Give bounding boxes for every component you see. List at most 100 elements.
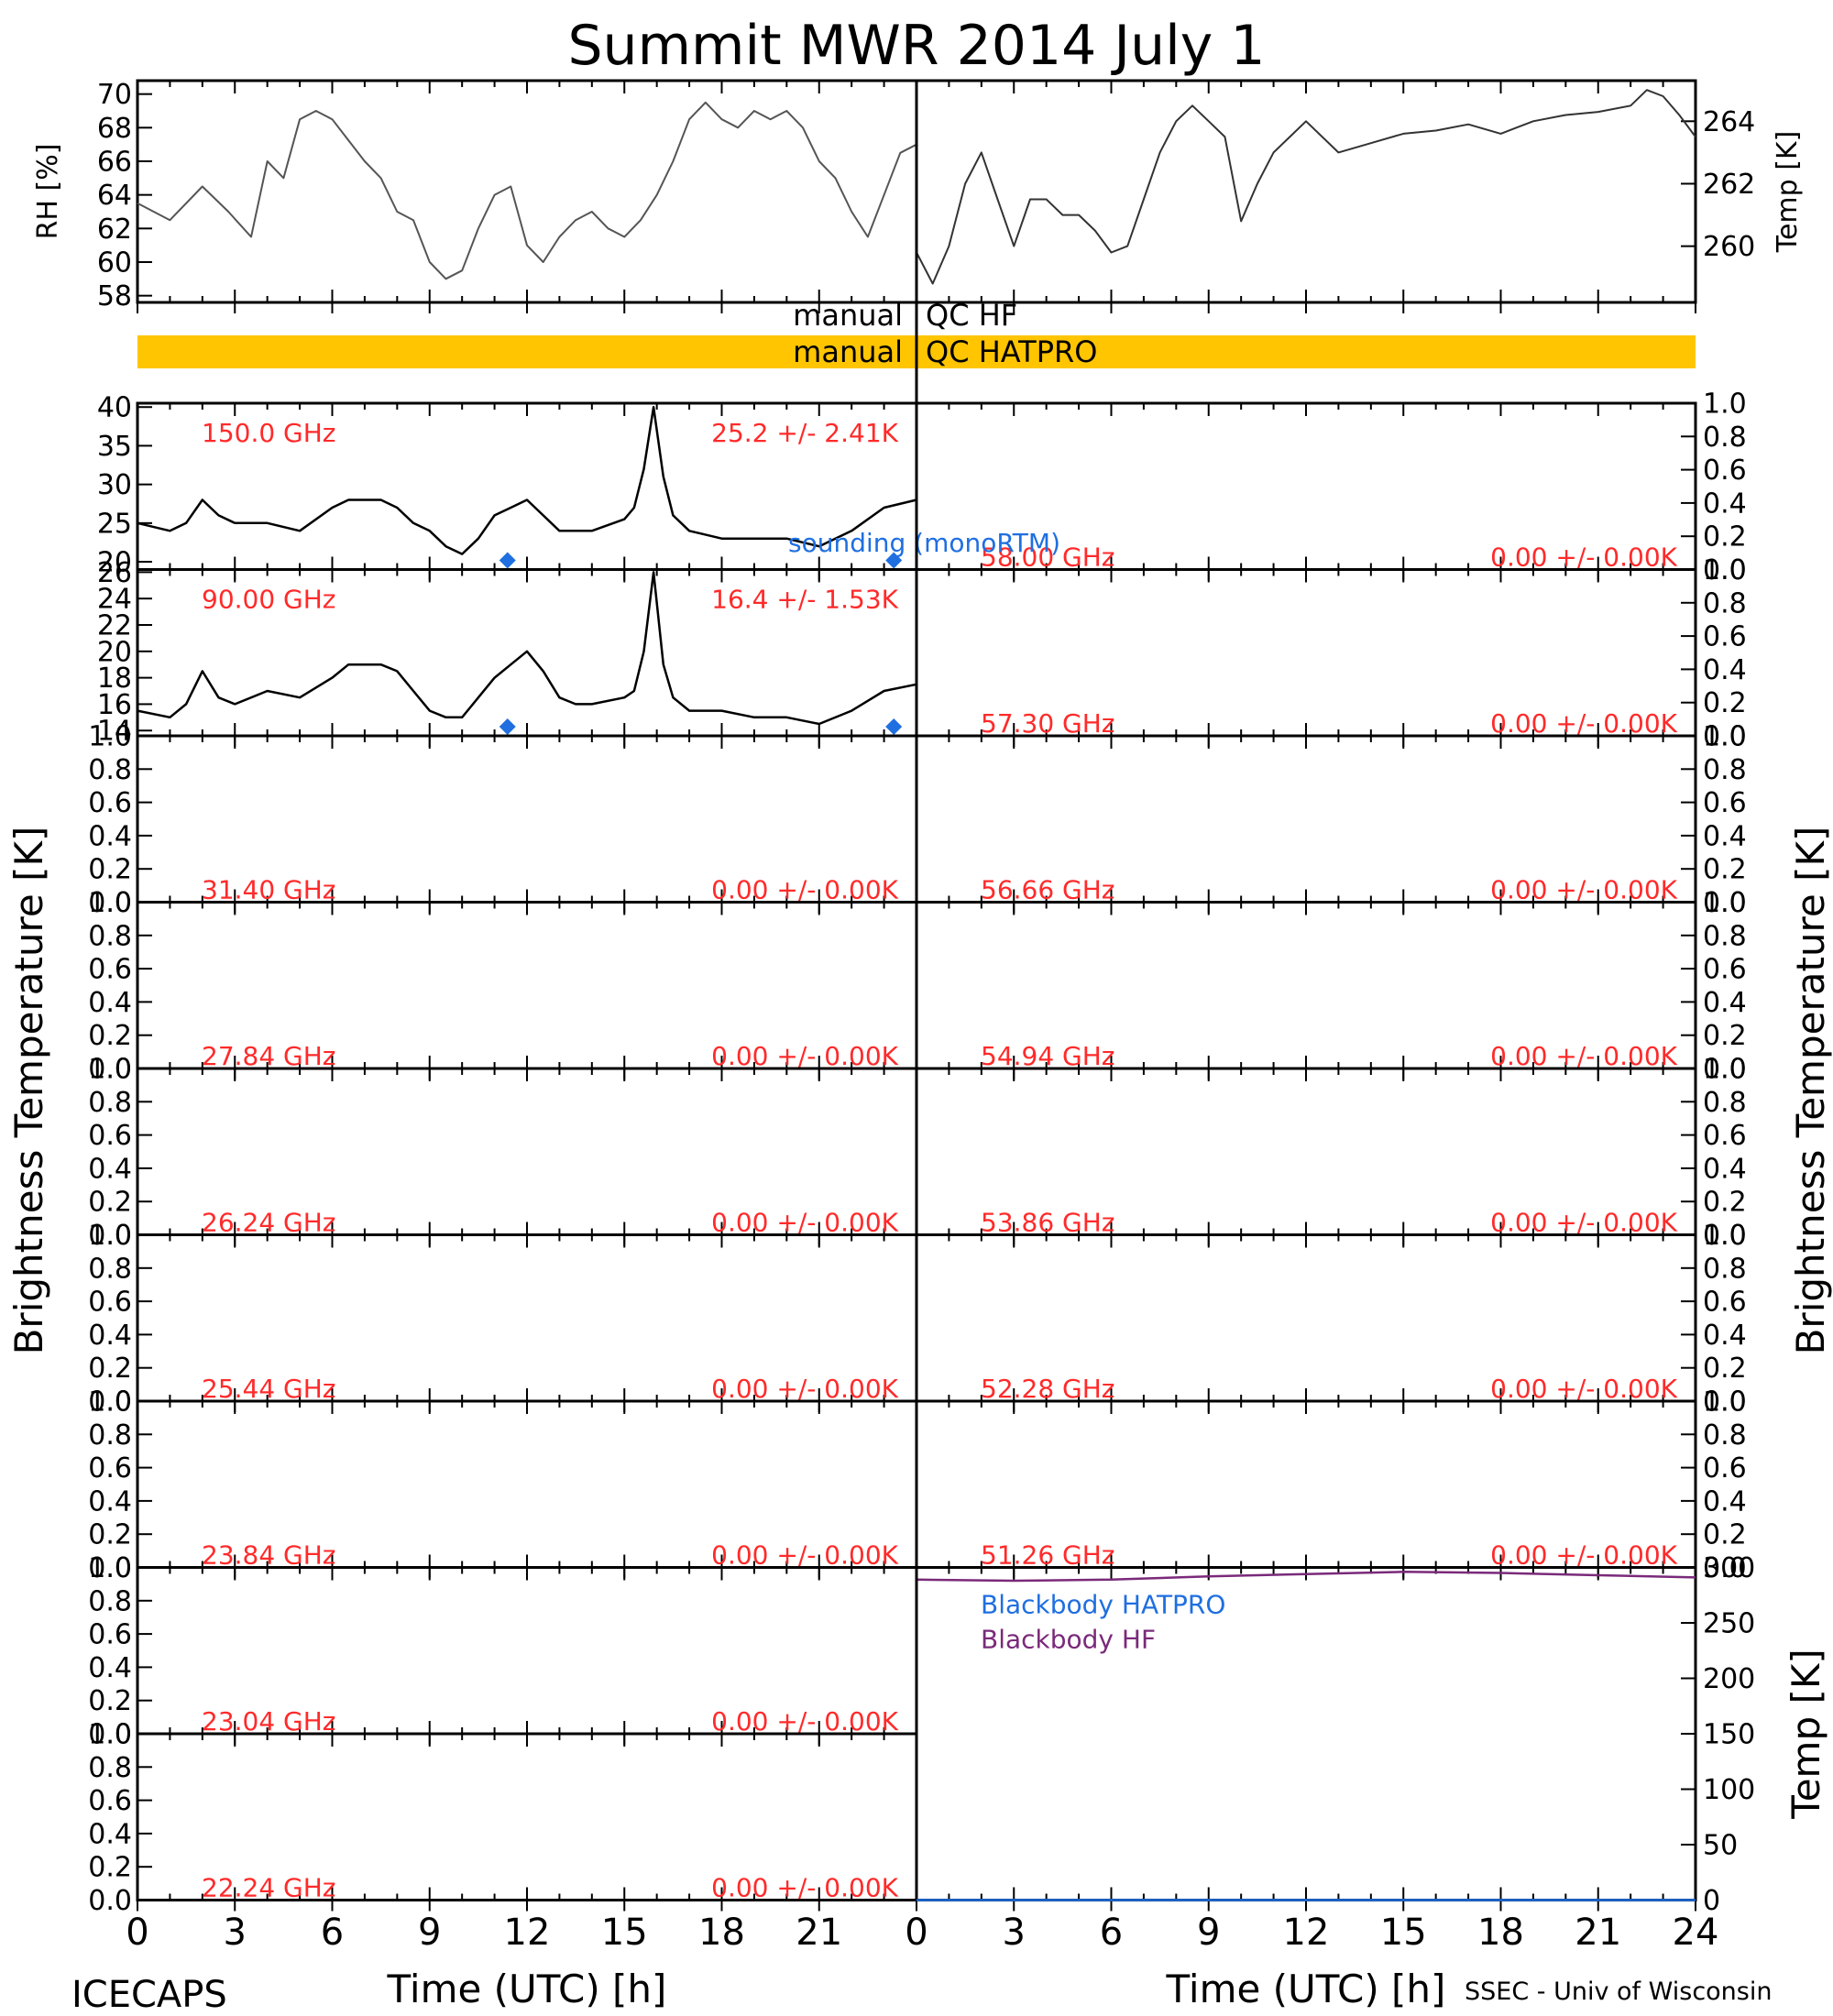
- panel-bt56-ytick-label: 0.8: [1703, 754, 1747, 786]
- panel-bt22-ytick-label: 0.4: [88, 1818, 132, 1850]
- blackbody-panel-ytick-label: 100: [1703, 1774, 1755, 1806]
- x-tick-label-right: 21: [1575, 1912, 1621, 1954]
- panel-bt23_04-ytick-label: 0.0: [88, 1719, 132, 1751]
- panel-bt58-freq-label: 58.00 GHz: [981, 542, 1115, 573]
- x-tick-label-left: 15: [601, 1912, 648, 1954]
- panel-bt52-ytick-label: 1.0: [1703, 1220, 1747, 1252]
- panel-bt25-freq-label: 25.44 GHz: [202, 1374, 336, 1404]
- panel-bt56-freq-label: 56.66 GHz: [981, 875, 1115, 905]
- qc-hatpro-manual: manual: [793, 334, 903, 369]
- panel-bt31-ytick-label: 1.0: [88, 721, 132, 753]
- x-tick-label-left: 12: [504, 1912, 551, 1954]
- panel-bt22-ytick-label: 0.0: [88, 1885, 132, 1917]
- panel-bt150-ytick-label: 40: [97, 392, 132, 424]
- panel-bt22-stat-label: 0.00 +/- 0.00K: [711, 1873, 898, 1903]
- panel-bt27-ytick-label: 0.6: [88, 954, 132, 986]
- panel-bt23_84-ytick-label: 1.0: [88, 1386, 132, 1419]
- xlabel-right: Time (UTC) [h]: [1166, 1967, 1446, 2011]
- panel-bt90-stat-label: 16.4 +/- 1.53K: [711, 585, 898, 615]
- panel-bt90-ytick-label: 22: [97, 610, 132, 642]
- panel-bt58-ytick-label: 0.4: [1703, 488, 1747, 520]
- temp-panel-ytick-label: 264: [1703, 106, 1755, 138]
- panel-bt23_84-ytick-label: 0.4: [88, 1485, 132, 1517]
- panel-bt23_84-stat-label: 0.00 +/- 0.00K: [711, 1540, 898, 1571]
- x-tick-label-left: 9: [418, 1912, 441, 1954]
- x-tick-label-left: 21: [796, 1912, 842, 1954]
- panel-bt23_04-ytick-label: 0.6: [88, 1619, 132, 1651]
- x-tick-label-left: 3: [224, 1912, 247, 1954]
- panel-bt90-series-line: [137, 571, 917, 726]
- panel-bt27-ytick-label: 0.8: [88, 920, 132, 952]
- panel-bt54-ytick-label: 0.8: [1703, 920, 1747, 952]
- panel-bt90-ytick-label: 18: [97, 663, 132, 695]
- panel-bt52-ytick-label: 0.8: [1703, 1253, 1747, 1285]
- panel-bt54-stat-label: 0.00 +/- 0.00K: [1490, 1041, 1677, 1071]
- panel-bt90-ytick-label: 16: [97, 689, 132, 721]
- panel-bt57-ytick-label: 0.8: [1703, 587, 1747, 619]
- panel-bt22-ytick-label: 0.2: [88, 1852, 132, 1884]
- panel-bt52-ytick-label: 0.6: [1703, 1287, 1747, 1319]
- x-tick-label-left: 6: [321, 1912, 344, 1954]
- panel-bt53-ytick-label: 0.8: [1703, 1087, 1747, 1119]
- panel-bt90-sounding-point: [499, 718, 516, 735]
- panel-bt51-ytick-label: 0.8: [1703, 1419, 1747, 1452]
- panel-bt23_04-ytick-label: 0.2: [88, 1685, 132, 1717]
- footer-ssec: SSEC - Univ of Wisconsin: [1465, 1978, 1772, 2006]
- panel-bt31-ytick-label: 0.4: [88, 820, 132, 852]
- panel-bt26-ytick-label: 0.2: [88, 1187, 132, 1219]
- panel-bt23_84-freq-label: 23.84 GHz: [202, 1540, 336, 1571]
- x-tick-label-left: 0: [126, 1912, 148, 1954]
- panel-bt23_04-freq-label: 23.04 GHz: [202, 1706, 336, 1737]
- panel-bt56-ytick-label: 0.6: [1703, 787, 1747, 819]
- panel-bt150-series-line: [137, 405, 917, 555]
- panel-bt51-ytick-label: 0.4: [1703, 1485, 1747, 1517]
- rh-panel-ytick-label: 62: [97, 214, 132, 246]
- x-tick-label-right: 3: [1003, 1912, 1026, 1954]
- panel-bt25-ytick-label: 1.0: [88, 1220, 132, 1252]
- panel-bt57-stat-label: 0.00 +/- 0.00K: [1490, 708, 1677, 739]
- blackbody-panel-ytick-label: 300: [1703, 1552, 1755, 1584]
- panel-bt31-stat-label: 0.00 +/- 0.00K: [711, 875, 898, 905]
- panel-bt25-stat-label: 0.00 +/- 0.00K: [711, 1374, 898, 1404]
- panel-bt31-ytick-label: 0.2: [88, 854, 132, 886]
- panel-bt25-ytick-label: 0.8: [88, 1253, 132, 1285]
- footer-icecaps: ICECAPS: [71, 1974, 227, 2016]
- panel-bt57-ytick-label: 1.0: [1703, 554, 1747, 586]
- panel-bt150-ytick-label: 30: [97, 469, 132, 501]
- panel-bt23_84-ytick-label: 0.2: [88, 1519, 132, 1551]
- rh-panel-ytick-label: 66: [97, 147, 132, 179]
- panel-bt27-freq-label: 27.84 GHz: [202, 1041, 336, 1071]
- panel-bt90-ytick-label: 20: [97, 636, 132, 668]
- panel-bt58-ytick-label: 0.2: [1703, 521, 1747, 553]
- panel-bt56-ytick-label: 0.0: [1703, 887, 1747, 919]
- sounding-legend: sounding (monoRTM): [788, 528, 1060, 558]
- panel-bt90-ytick-label: 14: [97, 716, 132, 748]
- panel-bt52-freq-label: 52.28 GHz: [981, 1374, 1115, 1404]
- panel-bt54-ytick-label: 0.4: [1703, 987, 1747, 1019]
- xlabel-left: Time (UTC) [h]: [387, 1967, 667, 2011]
- panel-bt58-ytick-label: 0.0: [1703, 554, 1747, 586]
- panel-bt58-ytick-label: 1.0: [1703, 389, 1747, 421]
- x-tick-label-right: 18: [1477, 1912, 1524, 1954]
- panel-bt56-stat-label: 0.00 +/- 0.00K: [1490, 875, 1677, 905]
- panel-bt27-stat-label: 0.00 +/- 0.00K: [711, 1041, 898, 1071]
- qc-hatpro-label: QC HATPRO: [926, 334, 1097, 369]
- panel-bt57-ytick-label: 0.2: [1703, 687, 1747, 719]
- panel-bt150-sounding-point: [885, 552, 903, 569]
- panel-bt26-ytick-label: 0.6: [88, 1120, 132, 1152]
- panel-bt53-ytick-label: 0.0: [1703, 1220, 1747, 1252]
- x-tick-label-right: 12: [1283, 1912, 1330, 1954]
- rh-panel-ytick-label: 70: [97, 79, 132, 111]
- panel-bt31-ytick-label: 0.6: [88, 787, 132, 819]
- panel-bt51-stat-label: 0.00 +/- 0.00K: [1490, 1540, 1677, 1571]
- panel-bt23_04-ytick-label: 1.0: [88, 1552, 132, 1584]
- panel-bt51-freq-label: 51.26 GHz: [981, 1540, 1115, 1571]
- blackbody-series-0: [916, 1571, 1696, 1583]
- panel-bt56-ytick-label: 1.0: [1703, 721, 1747, 753]
- panel-bt25-ytick-label: 0.0: [88, 1386, 132, 1419]
- panel-bt90-freq-label: 90.00 GHz: [202, 585, 336, 615]
- bt-ylabel-right: Brightness Temperature [K]: [1788, 827, 1833, 1355]
- panel-bt58-stat-label: 0.00 +/- 0.00K: [1490, 542, 1677, 573]
